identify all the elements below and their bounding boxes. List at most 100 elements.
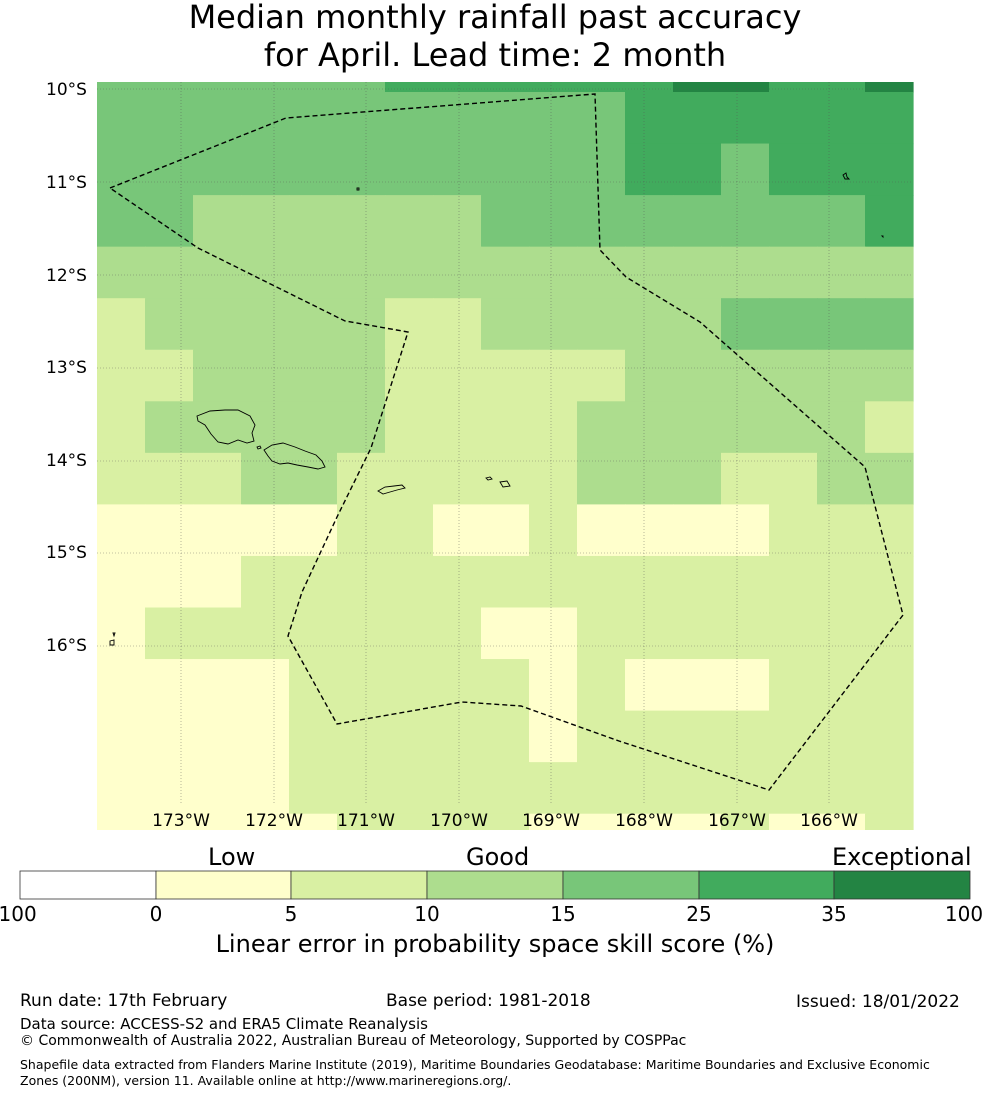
grid-cell — [433, 710, 482, 763]
grid-cell — [817, 82, 866, 93]
grid-cell — [385, 452, 434, 505]
grid-cell — [865, 659, 914, 712]
grid-cell — [481, 298, 530, 351]
grid-cell — [385, 401, 434, 454]
grid-cell — [385, 82, 434, 93]
grid-cell — [721, 607, 770, 660]
grid-cell — [865, 401, 914, 454]
colorbar-tick: 15 — [550, 902, 576, 926]
grid-cell — [289, 349, 338, 402]
grid-cell — [529, 82, 578, 93]
grid-cell — [529, 246, 578, 299]
lat-label: 16°S — [46, 636, 87, 656]
grid-cell — [385, 195, 434, 248]
grid-cell — [193, 246, 242, 299]
grid-cell — [97, 92, 146, 145]
grid-cell — [529, 659, 578, 712]
legend-category-good: Good — [466, 843, 530, 871]
grid-cell — [769, 555, 818, 609]
grid-cell — [481, 246, 530, 299]
grid-cell — [193, 813, 242, 830]
grid-cell — [289, 82, 338, 93]
grid-cell — [289, 555, 338, 609]
grid-cell — [529, 401, 578, 454]
grid-cell — [481, 659, 530, 712]
grid-cell — [145, 762, 194, 815]
grid-cell — [673, 452, 722, 505]
grid-cell — [241, 607, 290, 660]
grid-cell — [193, 452, 242, 505]
grid-cell — [577, 92, 626, 145]
colorbar-tick: 100 — [944, 902, 984, 926]
island-rose — [109, 639, 115, 646]
grid-cell — [289, 659, 338, 712]
island-rose-west — [112, 632, 116, 638]
grid-cell — [625, 349, 674, 402]
grid-cell — [433, 349, 482, 402]
grid-cell — [433, 401, 482, 454]
grid-cell — [337, 349, 386, 402]
grid-cell — [769, 82, 818, 93]
grid-cell — [865, 195, 914, 248]
grid-cell — [337, 710, 386, 763]
grid-cell — [481, 452, 530, 505]
grid-cell — [577, 710, 626, 763]
lon-label: 171°W — [337, 811, 395, 831]
legend-category-low: Low — [208, 843, 256, 871]
grid-cell — [625, 762, 674, 815]
grid-cell — [673, 82, 722, 93]
chart-title-line-1: Median monthly rainfall past accuracy — [188, 0, 802, 36]
grid-cell — [289, 143, 338, 196]
grid-cell — [433, 813, 482, 830]
grid-cell — [241, 298, 290, 351]
grid-cell — [865, 813, 914, 830]
grid-cell — [769, 298, 818, 351]
grid-cell — [625, 452, 674, 505]
colorbar-segment — [698, 870, 835, 900]
grid-cell — [385, 298, 434, 351]
grid-cell — [97, 607, 146, 660]
colorbar-title: Linear error in probability space skill … — [215, 930, 775, 958]
grid-cell — [769, 195, 818, 248]
grid-cell — [433, 452, 482, 505]
grid-cell — [241, 401, 290, 454]
island-manono — [256, 445, 262, 450]
grid-cell — [481, 555, 530, 609]
grid-cell — [721, 349, 770, 402]
grid-cell — [769, 762, 818, 815]
grid-cell — [97, 659, 146, 712]
grid-cell — [193, 349, 242, 402]
grid-cell — [193, 401, 242, 454]
run-date: Run date: 17th February — [20, 991, 228, 1011]
grid-cell — [817, 710, 866, 763]
grid-cell — [97, 504, 146, 557]
colorbar-segment — [562, 870, 700, 900]
grid-cell — [241, 710, 290, 763]
grid-cell — [721, 82, 770, 93]
lon-label: 170°W — [430, 811, 488, 831]
grid-cell — [385, 92, 434, 145]
grid-cell — [529, 762, 578, 815]
grid-cell — [433, 246, 482, 299]
grid-cell — [241, 555, 290, 609]
land-features — [109, 172, 884, 646]
grid-cell — [433, 143, 482, 196]
grid-cell — [817, 298, 866, 351]
grid-cell — [481, 195, 530, 248]
grid-cell — [337, 298, 386, 351]
grid-cell — [865, 607, 914, 660]
grid-cell — [577, 555, 626, 609]
grid-cell — [817, 143, 866, 196]
grid-cell — [385, 504, 434, 557]
copyright: © Commonwealth of Australia 2022, Austra… — [20, 1033, 687, 1049]
grid-cell — [529, 555, 578, 609]
lon-label: 169°W — [522, 811, 580, 831]
grid-cell — [625, 195, 674, 248]
grid-cell — [97, 762, 146, 815]
skill-map — [97, 82, 914, 830]
grid-cell — [625, 298, 674, 351]
grid-cell — [625, 659, 674, 712]
lon-label: 173°W — [152, 811, 210, 831]
grid-cell — [577, 143, 626, 196]
grid-cell — [625, 710, 674, 763]
